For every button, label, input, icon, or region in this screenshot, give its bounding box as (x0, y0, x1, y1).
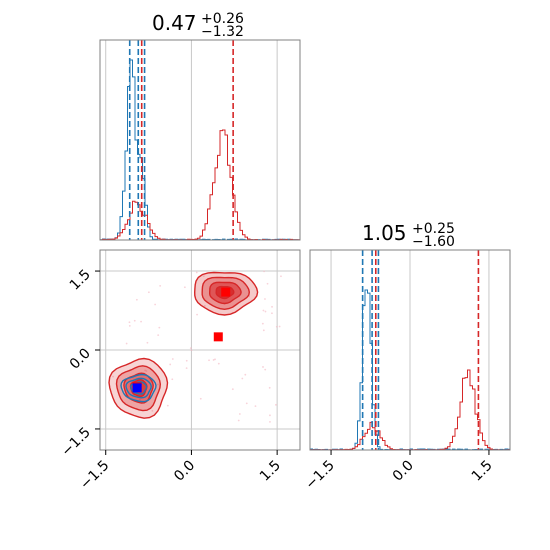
joint-scatter-point (125, 342, 128, 345)
joint-scatter-point (147, 291, 150, 294)
hist2-xtick-label-0: −1.5 (303, 458, 338, 493)
param2-title: 1.05 (362, 221, 407, 245)
joint-scatter-point (171, 378, 174, 381)
joint-scatter-point (139, 398, 141, 401)
joint-scatter-point (157, 383, 159, 386)
joint-scatter-point (237, 419, 240, 422)
param2-title-main: 1.05 (362, 221, 407, 245)
joint-scatter-point (261, 322, 264, 325)
joint-ytick-label-2: 1.5 (67, 267, 94, 294)
joint-scatter-point (112, 375, 114, 378)
joint-scatter-point (140, 320, 142, 323)
joint-xtick-label-2: 1.5 (257, 458, 284, 485)
joint-scatter-point (203, 304, 206, 307)
hist2-xtick-label-2: 1.5 (469, 458, 496, 485)
joint-scatter-point (195, 271, 198, 274)
joint-scatter-point (269, 414, 271, 417)
joint-scatter-point (190, 349, 193, 352)
joint-marker-2 (213, 332, 223, 342)
joint-scatter-point (269, 420, 271, 423)
joint-scatter-point (238, 413, 241, 415)
joint-ytick-label-1: 0.0 (67, 346, 94, 373)
joint-scatter-point (262, 309, 265, 312)
joint-scatter-point (262, 329, 265, 332)
joint-ytick-label-0: −1.5 (58, 424, 93, 459)
joint-scatter-point (217, 362, 220, 365)
joint-scatter-point (231, 388, 234, 391)
joint-scatter-point (271, 305, 273, 308)
joint-scatter-point (266, 282, 269, 285)
joint-scatter-point (280, 275, 282, 278)
joint-contour-blue-1 (125, 377, 152, 399)
joint-scatter-point (199, 397, 202, 400)
joint-scatter-point (275, 325, 278, 328)
joint-scatter-point (268, 386, 271, 389)
joint-scatter-point (133, 319, 136, 322)
joint-scatter-point (278, 325, 281, 328)
joint-scatter-point (271, 312, 273, 315)
hist-panel-param2: −1.5 0.0 1.5 1.05 +0.25 −1.60 (303, 221, 511, 493)
hist-panel-param1: 0.47 +0.26 −1.32 (99, 11, 301, 241)
joint-scatter-point (151, 409, 154, 412)
joint-scatter-point (135, 298, 138, 301)
joint-scatter-point (275, 403, 277, 406)
joint-marker-3 (132, 383, 142, 393)
joint-xtick-label-1: 0.0 (171, 458, 198, 485)
joint-scatter-point (202, 275, 205, 278)
joint-scatter-point (196, 313, 198, 316)
param2-title-sub: −1.60 (412, 234, 455, 250)
joint-scatter-point (185, 359, 188, 362)
joint-panel: −1.5 0.0 1.5 −1.5 0.0 1.5 (58, 249, 301, 493)
joint-scatter-point (245, 402, 248, 405)
hist1-frame (99, 39, 301, 241)
joint-scatter-point (262, 366, 264, 368)
hist2-xtick-label-1: 0.0 (390, 458, 417, 485)
joint-scatter-point (185, 367, 188, 369)
joint-scatter-point (263, 270, 265, 273)
joint-scatter-point (244, 373, 247, 376)
joint-marker-1 (221, 287, 231, 297)
joint-scatter-point (128, 321, 131, 324)
param1-title-main: 0.47 (152, 11, 197, 35)
param1-title: 0.47 (152, 11, 197, 35)
joint-scatter-point (171, 358, 174, 360)
param2-title-sup: +0.25 (412, 221, 455, 237)
joint-scatter-point (254, 405, 257, 408)
param1-title-sub: −1.32 (201, 24, 244, 40)
param1-title-sup: +0.26 (201, 11, 244, 27)
joint-scatter-point (158, 326, 161, 329)
joint-scatter-point (212, 359, 215, 361)
joint-scatter-point (146, 341, 149, 344)
joint-scatter-point (159, 284, 162, 287)
joint-contour-blue-2 (130, 381, 148, 395)
joint-contour-blue-0 (120, 373, 157, 403)
joint-scatter-point (145, 370, 148, 372)
joint-scatter-point (264, 298, 266, 300)
joint-scatter-point (264, 310, 267, 313)
joint-scatter-point (157, 334, 160, 337)
joint-scatter-point (241, 377, 244, 380)
joint-scatter-point (189, 347, 192, 350)
joint-scatter-point (154, 303, 157, 306)
joint-scatter-point (264, 368, 267, 371)
joint-scatter-point (166, 404, 169, 407)
joint-scatter-point (208, 359, 210, 362)
joint-scatter-point (214, 358, 216, 361)
joint-scatter-point (183, 286, 186, 289)
joint-scatter-point (128, 325, 131, 327)
joint-scatter-point (169, 363, 172, 366)
joint-xtick-label-0: −1.5 (77, 458, 112, 493)
